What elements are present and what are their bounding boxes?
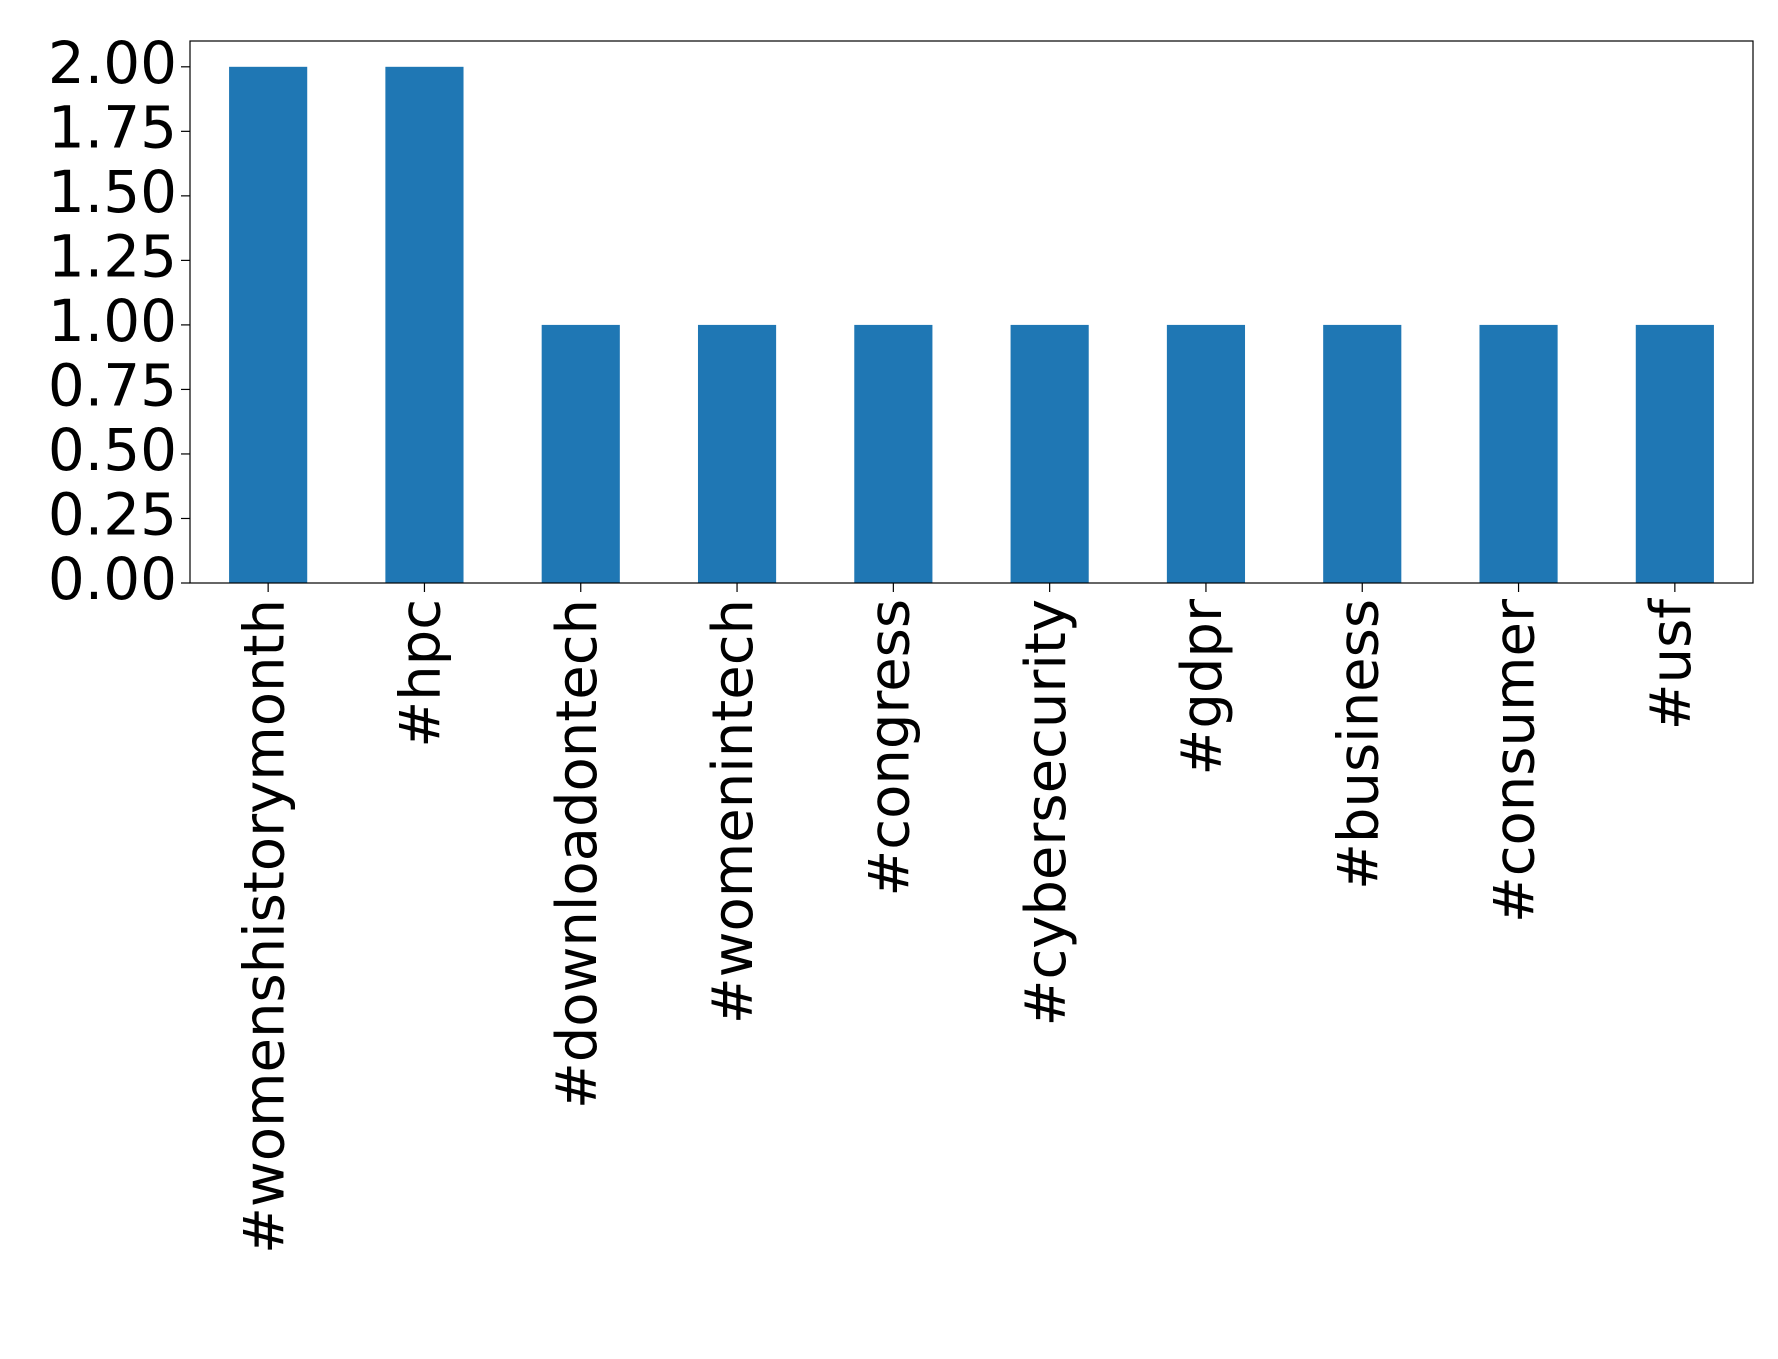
bar <box>385 66 464 584</box>
y-tick-label: 1.00 <box>48 287 177 355</box>
bar <box>541 324 620 583</box>
x-tick-label: #hpc <box>389 599 454 748</box>
x-tick-label: #usf <box>1639 598 1704 731</box>
y-tick-label: 0.00 <box>48 545 177 613</box>
x-tick-label: #congress <box>857 599 922 897</box>
bar <box>1323 324 1402 583</box>
x-tick-label: #business <box>1326 599 1391 890</box>
plot-frame <box>189 40 1754 584</box>
x-tick-label: #gdpr <box>1170 598 1235 776</box>
x-tick-label: #cybersecurity <box>1014 599 1079 1026</box>
bar <box>1479 324 1558 583</box>
y-tick-label: 0.25 <box>48 481 177 549</box>
x-tick-label: #downloadontech <box>545 599 610 1109</box>
bar <box>697 324 777 583</box>
y-tick-label: 1.25 <box>48 222 177 290</box>
x-tick-label: #womenintech <box>701 599 766 1024</box>
x-tick-label: #consumer <box>1483 598 1548 923</box>
y-tick-label: 2.00 <box>48 29 177 97</box>
y-tick-label: 1.75 <box>48 93 177 161</box>
bar <box>229 66 308 584</box>
y-tick-label: 0.75 <box>48 352 177 420</box>
x-tick-label: #womenshistorymonth <box>232 599 297 1254</box>
y-tick-label: 0.50 <box>48 416 177 484</box>
bar <box>1635 324 1714 583</box>
bar <box>1010 324 1089 583</box>
y-tick-label: 1.50 <box>48 158 177 226</box>
bar <box>1166 324 1246 583</box>
bar <box>854 324 933 583</box>
